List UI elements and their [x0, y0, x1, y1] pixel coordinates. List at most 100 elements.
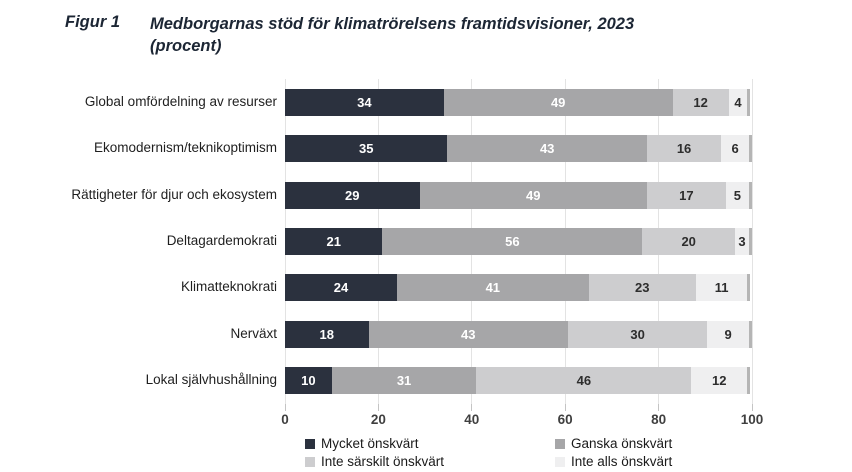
bar-segment: 5 — [725, 181, 750, 209]
bar-end-cap — [747, 367, 751, 395]
bar-segment: 43 — [447, 135, 647, 163]
bar-segment: 4 — [728, 88, 748, 116]
figure-title-line2: (procent) — [150, 37, 222, 55]
bar-segment: 18 — [285, 320, 369, 348]
category-label: Klimatteknokrati — [180, 279, 277, 295]
segment-value: 43 — [461, 326, 476, 342]
legend-label: Ganska önskvärt — [571, 436, 673, 451]
bar-row: Klimatteknokrati 24 41 23 11 — [0, 265, 760, 311]
stacked-bar: 10 31 46 12 — [285, 367, 752, 395]
stacked-bar: 21 56 20 3 — [285, 227, 752, 255]
stacked-bar: 29 49 17 5 — [285, 181, 752, 209]
legend-swatch — [555, 438, 565, 449]
legend-item: Ganska önskvärt — [555, 435, 672, 452]
axis-tick — [284, 404, 286, 411]
bar-segment: 49 — [443, 88, 673, 116]
bar-end-cap — [749, 227, 752, 255]
category-label: Lokal självhushållning — [145, 372, 277, 388]
axis-tick-label: 80 — [651, 412, 667, 427]
axis-tick-label: 0 — [281, 412, 289, 427]
bar-segment: 3 — [735, 227, 749, 255]
bar-segment: 20 — [642, 227, 736, 255]
stacked-bar: 24 41 23 11 — [285, 274, 752, 302]
figure-header: Figur 1 Medborgarnas stöd för klimatröre… — [65, 13, 634, 57]
segment-value: 17 — [679, 187, 694, 203]
segment-value: 12 — [712, 373, 727, 389]
figure-title-line1: Medborgarnas stöd för klimatrörelsens fr… — [150, 15, 635, 33]
legend-label: Inte särskilt önskvärt — [321, 454, 445, 469]
segment-value: 9 — [724, 326, 732, 342]
figure-number: Figur 1 — [65, 13, 121, 31]
legend-item: Inte alls önskvärt — [555, 453, 672, 470]
segment-value: 41 — [485, 280, 501, 296]
bar-rows: Global omfördelning av resurser 34 49 12 4 Ek… — [0, 79, 760, 404]
segment-value: 49 — [526, 187, 541, 203]
bar-segment: 12 — [672, 88, 729, 116]
category-label: Rättigheter för djur och ekosystem — [71, 186, 277, 202]
bar-row: Deltagardemokrati 21 56 20 3 — [0, 218, 760, 264]
axis-tick-label: 60 — [557, 412, 573, 427]
bar-segment: 23 — [588, 274, 696, 302]
segment-value: 21 — [326, 233, 341, 249]
gridline — [751, 79, 753, 404]
chart-legend: Mycket önskvärt Ganska önskvärt Inte särsk… — [305, 435, 672, 470]
stacked-bar: 34 49 12 4 — [285, 88, 752, 116]
bar-segment: 31 — [331, 367, 477, 395]
bar-segment: 9 — [707, 320, 750, 348]
legend-item: Mycket önskvärt — [305, 435, 555, 452]
axis-tick — [751, 404, 753, 411]
segment-value: 46 — [576, 373, 592, 389]
bar-end-cap — [749, 320, 752, 348]
bar-segment: 17 — [646, 181, 726, 209]
segment-value: 16 — [676, 141, 692, 157]
bar-segment: 56 — [382, 227, 643, 255]
segment-value: 31 — [396, 373, 412, 389]
bar-row: Ekomodernism/teknikoptimism 35 43 16 6 — [0, 125, 760, 171]
segment-value: 6 — [731, 141, 739, 157]
bar-segment: 41 — [397, 274, 589, 302]
segment-value: 18 — [319, 326, 334, 342]
segment-value: 10 — [301, 373, 316, 389]
bar-segment: 16 — [646, 135, 722, 163]
bar-segment: 35 — [285, 135, 448, 163]
segment-value: 34 — [357, 94, 372, 110]
bar-segment: 10 — [285, 367, 332, 395]
segment-value: 49 — [550, 94, 566, 110]
segment-value: 11 — [714, 280, 729, 296]
bar-segment: 12 — [691, 367, 748, 395]
bar-row: Global omfördelning av resurser 34 49 12 4 — [0, 79, 760, 125]
axis-tick-label: 100 — [740, 412, 764, 427]
segment-value: 5 — [733, 187, 742, 203]
axis-tick — [377, 404, 379, 411]
bar-row: Rättigheter för djur och ekosystem 29 49 17… — [0, 172, 760, 218]
bar-segment: 24 — [285, 274, 398, 302]
bar-segment: 30 — [568, 320, 708, 348]
bar-segment: 46 — [476, 367, 692, 395]
axis-tick — [658, 404, 660, 411]
segment-value: 3 — [738, 233, 746, 249]
bar-end-cap — [747, 88, 751, 116]
segment-value: 4 — [734, 94, 742, 110]
axis-tick-label: 20 — [370, 412, 386, 427]
category-label: Deltagardemokrati — [166, 233, 277, 249]
bar-segment: 6 — [721, 135, 750, 163]
legend-label: Mycket önskvärt — [321, 436, 419, 451]
segment-value: 24 — [333, 280, 349, 296]
bar-segment: 49 — [419, 181, 647, 209]
bar-end-cap — [749, 135, 753, 163]
stacked-bar: 35 43 16 6 — [285, 135, 753, 163]
bar-segment: 21 — [285, 227, 383, 255]
segment-value: 20 — [681, 233, 696, 249]
segment-value: 56 — [505, 233, 520, 249]
category-label: Ekomodernism/teknikoptimism — [93, 140, 277, 156]
segment-value: 43 — [539, 141, 555, 157]
bar-segment: 29 — [285, 181, 420, 209]
axis-tick-label: 40 — [464, 412, 480, 427]
bar-segment: 11 — [695, 274, 748, 302]
axis-tick — [471, 404, 473, 411]
legend-label: Inte alls önskvärt — [571, 454, 673, 469]
bar-end-cap — [747, 274, 751, 302]
figure-title: Medborgarnas stöd för klimatrörelsens fr… — [150, 13, 634, 57]
bar-row: Lokal självhushållning 10 31 46 12 — [0, 358, 760, 404]
